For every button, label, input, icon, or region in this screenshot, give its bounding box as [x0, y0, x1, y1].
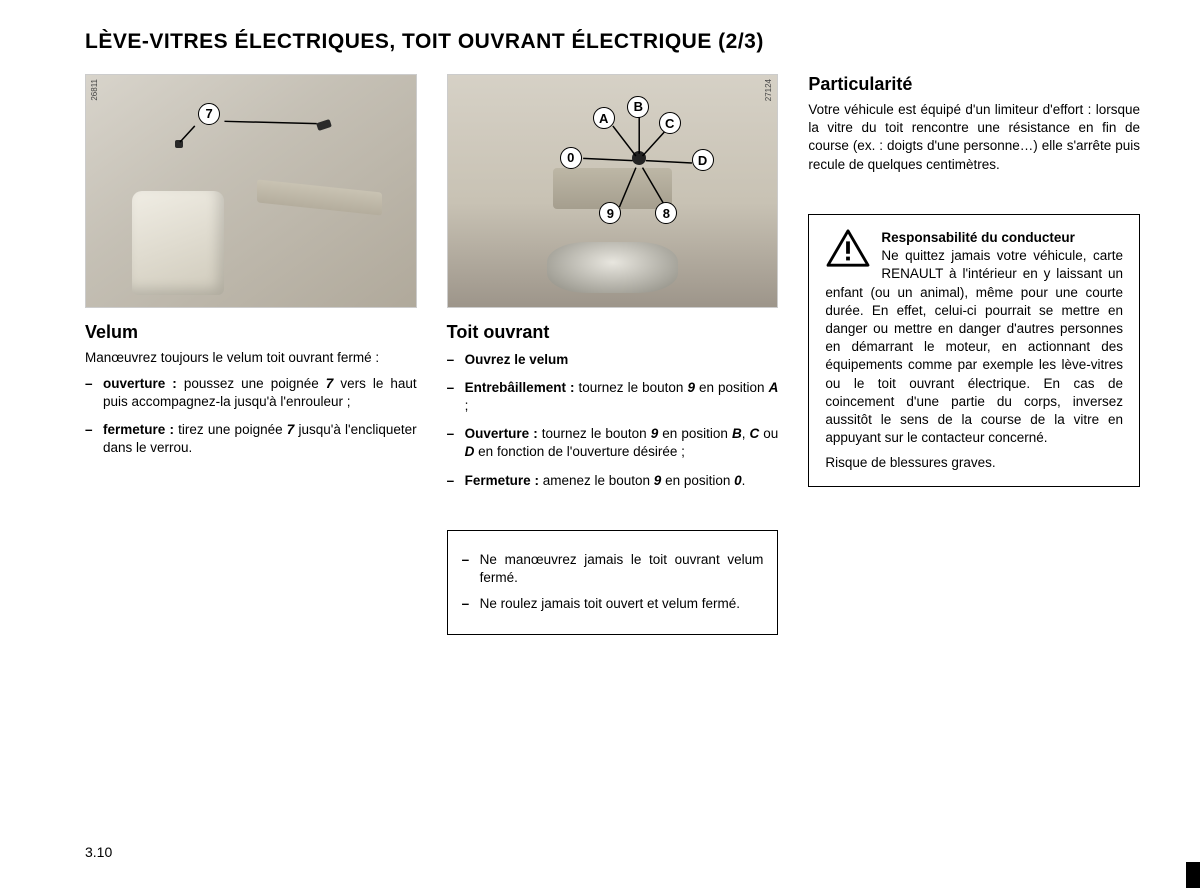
toit-item-entrebaillement: Entrebâillement : tournez le bouton 9 en… [447, 379, 779, 415]
warning-risk: Risque de blessures graves. [825, 454, 1123, 472]
column-particularite: Particularité Votre véhicule est équipé … [808, 74, 1140, 635]
callout-C: C [659, 112, 681, 134]
callout-0: 0 [560, 147, 582, 169]
warning-body: Ne quittez jamais votre véhicule, carte … [825, 248, 1123, 445]
warning-title: Responsabilité du conducteur [881, 230, 1075, 245]
heading-particularite: Particularité [808, 74, 1140, 95]
column-toit-ouvrant: 27124 0 A B C D 9 8 Toit ouvrant [447, 74, 779, 635]
corner-mark [1186, 862, 1200, 888]
particularite-body: Votre véhicule est équipé d'un limiteur … [808, 101, 1140, 174]
callout-B: B [627, 96, 649, 118]
toit-item-fermeture: Fermeture : amenez le bouton 9 en positi… [447, 472, 779, 490]
note-2: Ne roulez jamais toit ouvert et velum fe… [462, 595, 764, 613]
callout-7: 7 [198, 103, 220, 125]
warning-icon [825, 229, 871, 269]
page-title: LÈVE-VITRES ÉLECTRIQUES, TOIT OUVRANT ÉL… [85, 30, 1140, 54]
note-box: Ne manœuvrez jamais le toit ouvrant velu… [447, 530, 779, 635]
velum-item-fermeture: fermeture : tirez une poignée 7 jusqu'à … [85, 421, 417, 457]
warning-box: Responsabilité du conducteur Ne quittez … [808, 214, 1140, 487]
figure-velum: 26811 7 [85, 74, 417, 308]
column-velum: 26811 7 Velum Manœuvrez toujours le velu… [85, 74, 417, 635]
page-number: 3.10 [85, 844, 112, 860]
toit-item-ouverture: Ouverture : tournez le bouton 9 en posit… [447, 425, 779, 461]
figure-toit-ouvrant: 27124 0 A B C D 9 8 [447, 74, 779, 308]
callout-A: A [593, 107, 615, 129]
callout-D: D [692, 149, 714, 171]
velum-intro: Manœuvrez toujours le velum toit ouvrant… [85, 349, 417, 367]
heading-velum: Velum [85, 322, 417, 343]
velum-item-ouverture: ouverture : poussez une poignée 7 vers l… [85, 375, 417, 411]
note-1: Ne manœuvrez jamais le toit ouvrant velu… [462, 551, 764, 587]
heading-toit-ouvrant: Toit ouvrant [447, 322, 779, 343]
toit-item-velum: Ouvrez le velum [447, 351, 779, 369]
